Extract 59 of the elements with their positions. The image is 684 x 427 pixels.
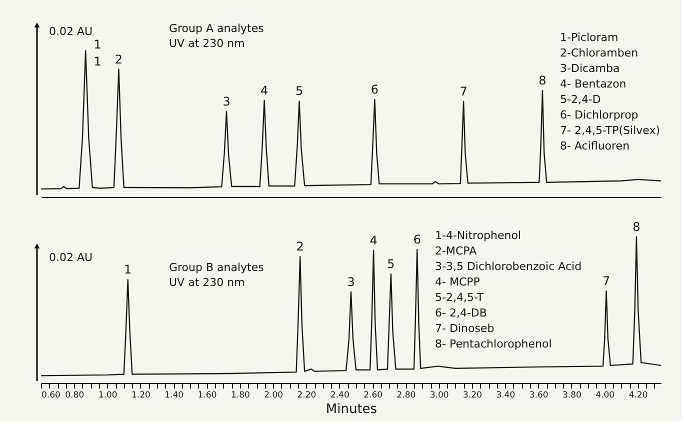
annotation: 2-Chloramben xyxy=(560,46,638,60)
x-tick-label: 3.40 xyxy=(496,390,516,400)
x-tick-label: 3.00 xyxy=(430,390,449,400)
x-tick-label: 1.40 xyxy=(164,390,184,400)
x-tick-label: 1.60 xyxy=(198,390,217,400)
x-tick-label: 0.80 xyxy=(65,390,84,400)
x-tick-label: 3.20 xyxy=(463,390,482,400)
text: 1-Picloram xyxy=(560,31,618,44)
annotation: 2-MCPA xyxy=(435,244,478,258)
annotation: 8- Pentachlorophenol xyxy=(435,338,552,350)
annotation: 6- 2,4-DB xyxy=(435,306,487,320)
x-tick-label: 2.60 xyxy=(364,390,383,400)
annotation: 4 xyxy=(370,233,378,248)
annotation: 8 xyxy=(538,74,546,88)
annotation: 6 xyxy=(370,82,379,96)
annotation: 4 xyxy=(260,83,268,98)
x-tick-label: 1.80 xyxy=(230,390,250,400)
annotation: 7- 2,4,5-TP(Silvex) xyxy=(560,124,660,137)
x-tick-label: 2.00 xyxy=(264,390,284,400)
x-tick-label: 4.00 xyxy=(596,390,615,400)
x-tick-label: 1.20 xyxy=(131,390,150,400)
annotation: 3-Dicamba xyxy=(560,62,620,75)
annotation: Group B analytes xyxy=(169,261,264,274)
annotation: 7 xyxy=(602,274,610,288)
annotation: 1 xyxy=(94,54,102,69)
annotation: 8 xyxy=(632,220,640,234)
annotation: 8- Acifluoren xyxy=(560,140,630,152)
x-tick-label: 2.20 xyxy=(297,390,316,400)
annotation: UV at 230 nm xyxy=(169,276,245,289)
annotation: 1 xyxy=(124,262,132,277)
x-axis-title: Minutes xyxy=(326,402,378,417)
x-tick-label: 3.80 xyxy=(562,390,582,400)
annotation: 7- Dinoseb xyxy=(435,322,494,335)
y-axis-title: 0.02 AU xyxy=(49,251,93,264)
x-tick-label: 2.40 xyxy=(330,390,350,400)
annotation: 5-2,4-D xyxy=(560,93,601,106)
annotation: 2 xyxy=(296,240,304,254)
annotation: 4- MCPP xyxy=(435,276,480,288)
annotation: 1 xyxy=(94,38,102,52)
x-tick-label: 0.60 xyxy=(42,390,60,400)
annotation: 6 xyxy=(413,232,421,247)
annotation: 4- Bentazon xyxy=(560,78,626,90)
x-tick-label: 4.20 xyxy=(628,390,648,400)
annotation: 5-2,4,5-T xyxy=(435,291,484,304)
x-tick-label: 2.80 xyxy=(396,390,416,400)
annotation: 7 xyxy=(460,84,468,99)
text: UV at 230 nm xyxy=(169,37,245,50)
annotation: 6- Dichlorprop xyxy=(560,108,638,122)
y-axis-title: 0.02 AU xyxy=(49,25,93,38)
annotation: 3 xyxy=(347,274,355,289)
annotation: 3-3,5 Dichlorobenzoic Acid xyxy=(435,260,582,273)
text: Group A analytes xyxy=(169,22,264,35)
annotation: 2 xyxy=(114,52,123,66)
annotation: 5 xyxy=(387,256,395,271)
annotation: 5 xyxy=(295,84,304,98)
annotation: 1-4-Nitrophenol xyxy=(435,229,522,242)
x-tick-label: 3.60 xyxy=(529,390,548,400)
annotation: 3 xyxy=(222,94,230,109)
x-tick-label: 1.00 xyxy=(98,390,118,400)
